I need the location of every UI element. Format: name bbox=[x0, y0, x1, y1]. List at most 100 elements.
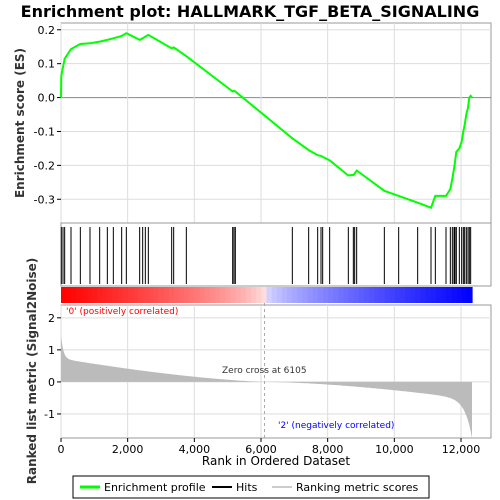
positive-correlated-label: '0' (positively correlated) bbox=[66, 307, 178, 317]
x-tick-label: 2,000 bbox=[112, 443, 144, 456]
gradient-segment bbox=[338, 287, 345, 303]
hits-panel bbox=[60, 222, 492, 287]
gradient-segment bbox=[127, 287, 134, 303]
gradient-segment bbox=[71, 287, 78, 303]
gradient-segment bbox=[153, 287, 160, 303]
gradient-segment bbox=[102, 287, 108, 303]
gradient-segment bbox=[184, 287, 191, 303]
x-axis-label: Rank in Ordered Dataset bbox=[202, 454, 350, 468]
metric-y-ticks: -1 0 1 2 bbox=[44, 312, 61, 421]
gradient-segment bbox=[333, 287, 340, 303]
es-ytick-label: 0.1 bbox=[38, 58, 56, 71]
gradient-segment bbox=[451, 287, 458, 303]
gradient-segment bbox=[287, 287, 293, 303]
gradient-segment bbox=[307, 287, 314, 303]
gradient-segment bbox=[441, 287, 447, 303]
legend-label-ranking: Ranking metric scores bbox=[296, 481, 418, 494]
gradient-segment bbox=[379, 287, 386, 303]
metric-ytick-label: -1 bbox=[44, 408, 55, 421]
gradient-segment bbox=[425, 287, 432, 303]
gradient-segment bbox=[323, 287, 329, 303]
gradient-segment bbox=[348, 287, 355, 303]
metric-area bbox=[61, 335, 472, 438]
es-ytick-label: -0.2 bbox=[34, 159, 55, 172]
metric-ylabel: Ranked list metric (Signal2Noise) bbox=[25, 258, 39, 485]
es-y-ticks: -0.3 -0.2 -0.1 0.0 0.1 0.2 bbox=[34, 24, 61, 206]
gradient-segment bbox=[204, 287, 211, 303]
x-tick-label: 0 bbox=[58, 443, 65, 456]
gradient-segment bbox=[91, 287, 98, 303]
gradient-segment bbox=[328, 287, 334, 303]
gradient-segment bbox=[179, 287, 185, 303]
gradient-segment bbox=[240, 287, 247, 303]
gradient-segment bbox=[436, 287, 442, 303]
gradient-segment bbox=[317, 287, 324, 303]
gradient-segment bbox=[148, 287, 155, 303]
gradient-segment bbox=[117, 287, 124, 303]
negative-correlated-label: '2' (negatively correlated) bbox=[278, 421, 394, 431]
gradient-segment bbox=[209, 287, 216, 303]
gradient-segment bbox=[189, 287, 196, 303]
gradient-segment bbox=[199, 287, 206, 303]
gradient-segment bbox=[143, 287, 149, 303]
gradient-segment bbox=[456, 287, 463, 303]
gradient-segment bbox=[158, 287, 165, 303]
gradient-segment bbox=[194, 287, 201, 303]
gradient-segment bbox=[302, 287, 309, 303]
gradient-segment bbox=[132, 287, 139, 303]
gradient-segment bbox=[384, 287, 391, 303]
gradient-segment bbox=[96, 287, 103, 303]
gradient-segment bbox=[420, 287, 427, 303]
metric-ytick-label: 2 bbox=[48, 312, 55, 325]
gradient-segment bbox=[256, 287, 262, 303]
es-gridlines bbox=[60, 23, 491, 223]
gradient-segment bbox=[461, 287, 468, 303]
es-ytick-label: 0.0 bbox=[38, 92, 56, 105]
gradient-segment bbox=[220, 287, 226, 303]
gradient-segment bbox=[374, 287, 381, 303]
es-ytick-label: 0.2 bbox=[38, 24, 56, 37]
gradient-segment bbox=[292, 287, 298, 303]
es-ytick-label: -0.1 bbox=[34, 125, 55, 138]
gradient-segment bbox=[389, 287, 396, 303]
hit-marks bbox=[60, 227, 472, 284]
gradient-segment bbox=[358, 287, 365, 303]
es-ytick-label: -0.3 bbox=[34, 193, 55, 206]
es-ylabel: Enrichment score (ES) bbox=[13, 48, 27, 198]
metric-gridlines bbox=[60, 305, 491, 438]
legend-box bbox=[72, 475, 430, 499]
gradient-segment bbox=[225, 287, 232, 303]
gradient-segment bbox=[66, 287, 72, 303]
gradient-segment bbox=[245, 287, 252, 303]
gradient-segment bbox=[405, 287, 411, 303]
gradient-segment bbox=[410, 287, 417, 303]
gradient-segment bbox=[400, 287, 406, 303]
gradient-segment bbox=[107, 287, 113, 303]
gradient-segment bbox=[369, 287, 375, 303]
gradient-segment bbox=[251, 287, 257, 303]
gradient-segment bbox=[276, 287, 283, 303]
x-axis-ticks: 0 2,000 4,000 6,000 8,000 10,000 12,000 bbox=[58, 438, 481, 456]
gradient-segment bbox=[343, 287, 350, 303]
legend-label-hits: Hits bbox=[236, 481, 258, 494]
gradient-segment bbox=[430, 287, 437, 303]
es-profile-line bbox=[60, 32, 473, 209]
gradient-segment bbox=[81, 287, 88, 303]
zero-cross-label: Zero cross at 6105 bbox=[222, 366, 307, 376]
gradient-segment bbox=[122, 287, 129, 303]
x-tick-label: 10,000 bbox=[375, 443, 414, 456]
gradient-segment bbox=[281, 287, 288, 303]
gradient-segment bbox=[168, 287, 175, 303]
gradient-segment bbox=[271, 287, 278, 303]
gradient-segment bbox=[86, 287, 93, 303]
gradient-segment bbox=[138, 287, 144, 303]
legend: Enrichment profile Hits Ranking metric s… bbox=[72, 475, 430, 499]
gradient-segment bbox=[297, 287, 304, 303]
metric-ytick-label: 1 bbox=[48, 344, 55, 357]
x-tick-label: 12,000 bbox=[442, 443, 481, 456]
gradient-segment bbox=[415, 287, 422, 303]
chart-title: Enrichment plot: HALLMARK_TGF_BETA_SIGNA… bbox=[21, 2, 480, 21]
gradient-segment bbox=[261, 287, 268, 303]
gradient-segment bbox=[266, 287, 273, 303]
